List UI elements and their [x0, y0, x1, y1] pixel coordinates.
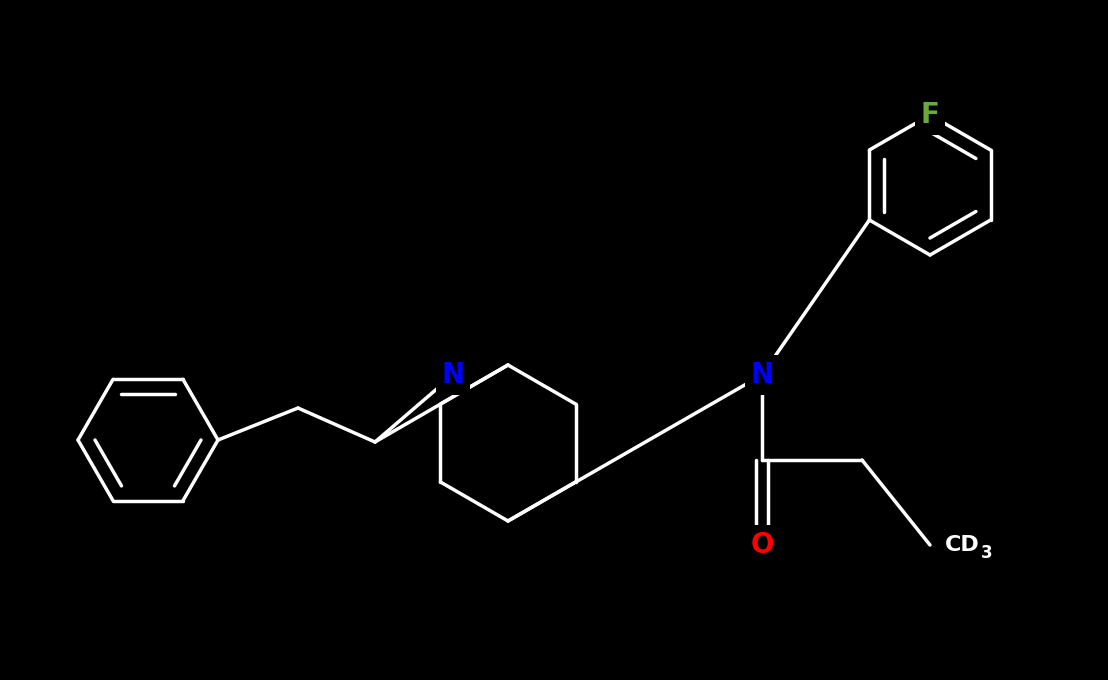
Text: O: O	[750, 531, 773, 559]
Text: CD: CD	[945, 535, 979, 555]
Text: N: N	[750, 361, 773, 389]
Text: 3: 3	[981, 544, 993, 562]
Text: F: F	[921, 101, 940, 129]
Text: N: N	[441, 361, 464, 389]
